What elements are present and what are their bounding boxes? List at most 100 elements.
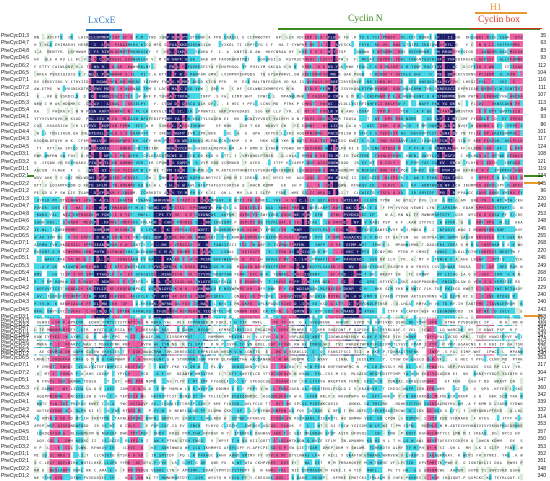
residue-letter: S	[154, 35, 156, 39]
residue-shade	[440, 34, 443, 40]
residue-letter: .	[518, 132, 520, 136]
residue-shade	[494, 78, 497, 84]
residue-shade	[424, 167, 427, 173]
residue-letter: F	[487, 117, 489, 121]
residue-shade	[393, 108, 396, 114]
residue-letter: H	[146, 58, 148, 62]
residue-shade	[187, 167, 190, 173]
residue-letter: H	[34, 43, 36, 47]
residue-letter: G	[351, 109, 353, 113]
residue-letter: I	[325, 43, 327, 47]
residue-shade	[484, 100, 487, 106]
residue-letter: D	[260, 146, 262, 150]
residue-letter: P	[172, 176, 174, 180]
residue-letter: H	[91, 176, 93, 180]
residue-shade	[117, 115, 120, 121]
residue-letter: .	[500, 139, 502, 143]
residue-letter: F	[216, 87, 218, 91]
residue-letter: E	[310, 65, 312, 69]
residue-letter: I	[94, 43, 96, 47]
residue-letter: P	[208, 95, 210, 99]
residue-letter: L	[273, 95, 275, 99]
residue-letter: G	[60, 80, 62, 84]
residue-letter: C	[390, 80, 392, 84]
residue-shade	[154, 56, 157, 62]
residue-letter: N	[292, 87, 294, 91]
residue-letter: C	[45, 102, 47, 106]
residue-letter: N	[333, 72, 335, 76]
residue-letter: H	[458, 161, 460, 165]
residue-letter: F	[68, 109, 70, 113]
residue-letter: H	[520, 169, 522, 173]
residue-letter: F	[419, 65, 421, 69]
residue-letter: H	[245, 124, 247, 128]
residue-letter: L	[107, 161, 109, 165]
residue-shade	[372, 108, 375, 114]
residue-letter: Q	[520, 117, 522, 121]
residue-shade	[70, 108, 73, 114]
residue-shade	[518, 78, 521, 84]
residue-letter: N	[463, 132, 465, 136]
residue-shade	[135, 71, 138, 77]
residue-letter: H	[318, 65, 320, 69]
residue-letter: F	[437, 35, 439, 39]
residue-shade	[299, 108, 302, 114]
residue-letter: F	[125, 35, 127, 39]
residue-letter: D	[250, 50, 252, 54]
residue-letter: C	[492, 80, 494, 84]
residue-shade	[359, 115, 362, 121]
residue-letter: I	[479, 109, 481, 113]
residue-shade	[167, 174, 170, 180]
residue-letter: L	[450, 43, 452, 47]
residue-letter: H	[487, 124, 489, 128]
residue-letter: F	[281, 161, 283, 165]
residue-shade	[494, 63, 497, 69]
residue-letter: L	[120, 58, 122, 62]
residue-letter: F	[240, 87, 242, 91]
residue-letter: G	[281, 87, 283, 91]
residue-letter: C	[232, 87, 234, 91]
residue-letter: N	[128, 109, 130, 113]
residue-letter: Q	[34, 161, 36, 165]
residue-letter: E	[227, 102, 229, 106]
residue-letter: D	[86, 80, 88, 84]
residue-letter: G	[245, 132, 247, 136]
residue-letter: L	[99, 154, 101, 158]
residue-letter: S	[97, 50, 99, 54]
residue-letter: N	[65, 117, 67, 121]
residue-shade	[380, 115, 383, 121]
residue-shade	[375, 137, 378, 143]
residue-letter: E	[50, 43, 52, 47]
residue-letter: L	[312, 176, 314, 180]
residue-shade	[411, 100, 414, 106]
residue-letter: C	[292, 132, 294, 136]
sequence-name: PheCycD5;3	[1, 100, 29, 107]
residue-letter: S	[159, 43, 161, 47]
residue-letter: F	[466, 117, 468, 121]
residue-letter: .	[63, 50, 65, 54]
residue-letter: C	[141, 124, 143, 128]
residue-shade	[520, 100, 523, 106]
residue-letter: G	[164, 43, 166, 47]
residue-letter: N	[455, 80, 457, 84]
residue-letter: G	[190, 146, 192, 150]
residue-letter: I	[234, 154, 236, 158]
residue-letter: .	[487, 80, 489, 84]
residue-letter: I	[73, 43, 75, 47]
residue-letter: I	[247, 58, 249, 62]
residue-letter: D	[292, 117, 294, 121]
residue-letter: C	[453, 87, 455, 91]
sequence-name: PheCycD4;1	[1, 114, 29, 121]
residue-letter: S	[346, 58, 348, 62]
residue-letter: E	[104, 139, 106, 143]
residue-letter: Q	[73, 72, 75, 76]
residue-letter: P	[297, 102, 299, 106]
residue-shade	[122, 63, 125, 69]
residue-shade	[94, 93, 97, 99]
residue-letter: .	[370, 43, 372, 47]
residue-letter: S	[216, 95, 218, 99]
residue-letter: S	[281, 176, 283, 180]
residue-letter: S	[429, 117, 431, 121]
residue-letter: N	[211, 169, 213, 173]
residue-letter: F	[292, 50, 294, 54]
